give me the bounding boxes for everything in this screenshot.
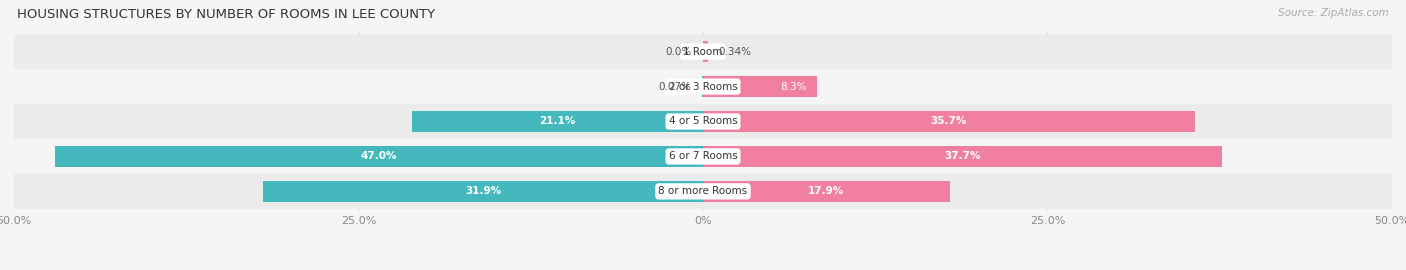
Text: 0.34%: 0.34% [718,47,752,57]
Bar [703,111,1195,132]
Text: 35.7%: 35.7% [931,116,967,127]
Bar [412,111,703,132]
Text: 0.0%: 0.0% [665,47,692,57]
Text: 21.1%: 21.1% [540,116,576,127]
Bar [55,146,703,167]
FancyBboxPatch shape [14,139,1392,174]
Bar [263,181,703,202]
Bar [703,181,949,202]
Bar [703,41,707,62]
FancyBboxPatch shape [14,34,1392,69]
Bar [703,76,817,97]
Text: 47.0%: 47.0% [361,151,398,161]
Text: 8.3%: 8.3% [780,82,807,92]
Text: 6 or 7 Rooms: 6 or 7 Rooms [669,151,737,161]
FancyBboxPatch shape [14,174,1392,209]
Text: 17.9%: 17.9% [808,186,845,196]
FancyBboxPatch shape [14,69,1392,104]
FancyBboxPatch shape [14,104,1392,139]
Bar [703,146,1222,167]
Text: 1 Room: 1 Room [683,47,723,57]
Text: 31.9%: 31.9% [465,186,502,196]
Text: 8 or more Rooms: 8 or more Rooms [658,186,748,196]
Text: 4 or 5 Rooms: 4 or 5 Rooms [669,116,737,127]
Text: 2 or 3 Rooms: 2 or 3 Rooms [669,82,737,92]
Text: Source: ZipAtlas.com: Source: ZipAtlas.com [1278,8,1389,18]
Text: 0.07%: 0.07% [658,82,690,92]
Text: HOUSING STRUCTURES BY NUMBER OF ROOMS IN LEE COUNTY: HOUSING STRUCTURES BY NUMBER OF ROOMS IN… [17,8,434,21]
Text: 37.7%: 37.7% [945,151,981,161]
